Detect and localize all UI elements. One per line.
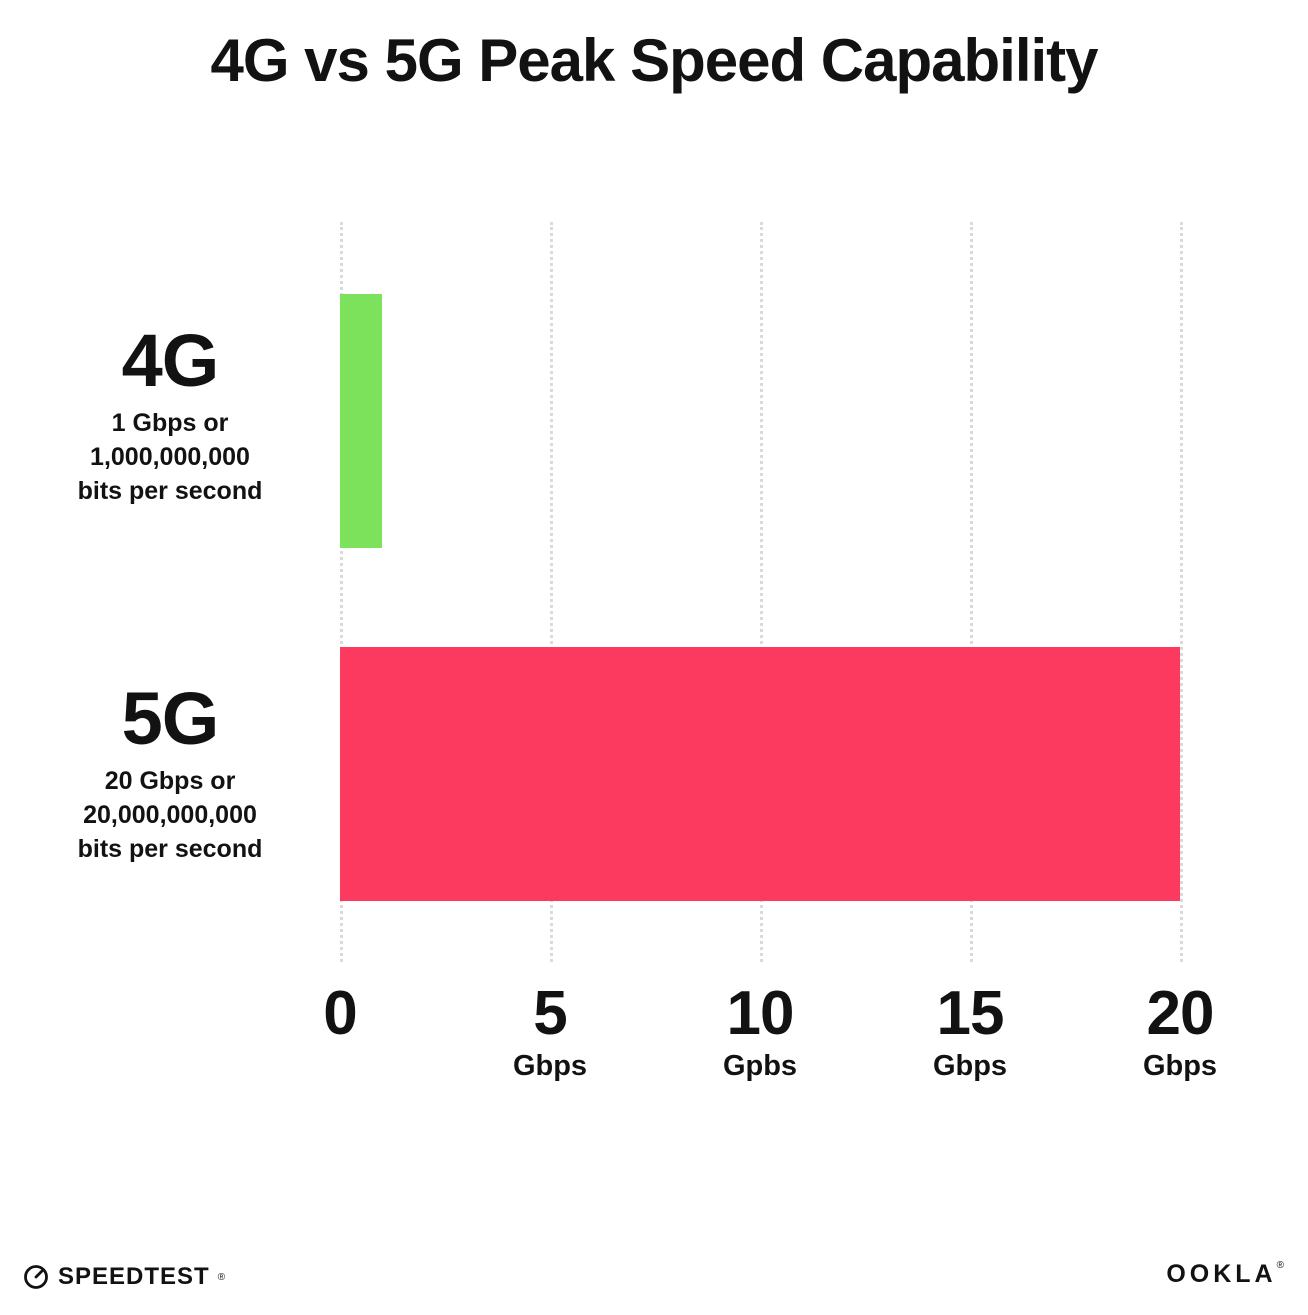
category-label-5g: 5G 20 Gbps or 20,000,000,000 bits per se… (25, 680, 315, 866)
x-tick-10-value: 10 (726, 979, 795, 1048)
x-tick-15: 15 Gbps (933, 982, 1007, 1083)
x-tick-5-value: 5 (533, 979, 567, 1048)
bar-5g (340, 647, 1180, 901)
gridline-5 (550, 222, 553, 962)
x-tick-20: 20 Gbps (1143, 982, 1217, 1083)
category-desc-5g: 20 Gbps or 20,000,000,000 bits per secon… (25, 764, 315, 866)
category-label-4g: 4G 1 Gbps or 1,000,000,000 bits per seco… (25, 322, 315, 508)
category-desc-5g-line1: 20 Gbps or (104, 767, 236, 795)
gridline-0 (340, 222, 343, 962)
x-tick-5: 5 Gbps (513, 982, 587, 1083)
category-name-4g: 4G (121, 319, 220, 402)
x-tick-15-unit: Gbps (932, 1050, 1008, 1082)
speedtest-wordmark: SPEEDTEST (58, 1263, 210, 1290)
category-name-5g: 5G (121, 677, 220, 760)
speedtest-logo: SPEEDTEST ® (22, 1263, 225, 1291)
gridline-10 (760, 222, 763, 962)
x-axis: 0 5 Gbps 10 Gpbs 15 Gbps 20 Gbps (323, 982, 1217, 1112)
x-tick-20-value: 20 (1146, 979, 1215, 1048)
x-tick-10-unit: Gpbs (722, 1050, 798, 1082)
speedtest-gauge-icon (22, 1263, 50, 1291)
category-desc-4g-line1: 1 Gbps or (111, 409, 229, 437)
gridline-15 (970, 222, 973, 962)
chart-title: 4G vs 5G Peak Speed Capability (210, 27, 1098, 94)
category-desc-4g: 1 Gbps or 1,000,000,000 bits per second (25, 406, 315, 508)
x-tick-5-unit: Gbps (512, 1050, 588, 1082)
x-tick-10: 10 Gpbs (723, 982, 797, 1083)
category-desc-5g-line3: bits per second (77, 835, 263, 863)
x-tick-15-value: 15 (936, 979, 1005, 1048)
x-tick-0-value: 0 (323, 979, 357, 1048)
speedtest-trademark: ® (217, 1271, 226, 1283)
ookla-logo: OOKLA® (1166, 1260, 1284, 1289)
gridline-20 (1180, 222, 1183, 962)
category-desc-4g-line3: bits per second (77, 477, 263, 505)
bar-4g (340, 294, 382, 548)
x-tick-0-unit (323, 1050, 356, 1082)
x-tick-0: 0 (323, 979, 357, 1082)
x-tick-20-unit: Gbps (1142, 1050, 1218, 1082)
category-desc-4g-line2: 1,000,000,000 (90, 443, 250, 471)
category-desc-5g-line2: 20,000,000,000 (83, 801, 257, 829)
ookla-wordmark: OOKLA (1166, 1260, 1277, 1288)
plot-area (340, 222, 1183, 962)
ookla-trademark: ® (1276, 1260, 1284, 1271)
